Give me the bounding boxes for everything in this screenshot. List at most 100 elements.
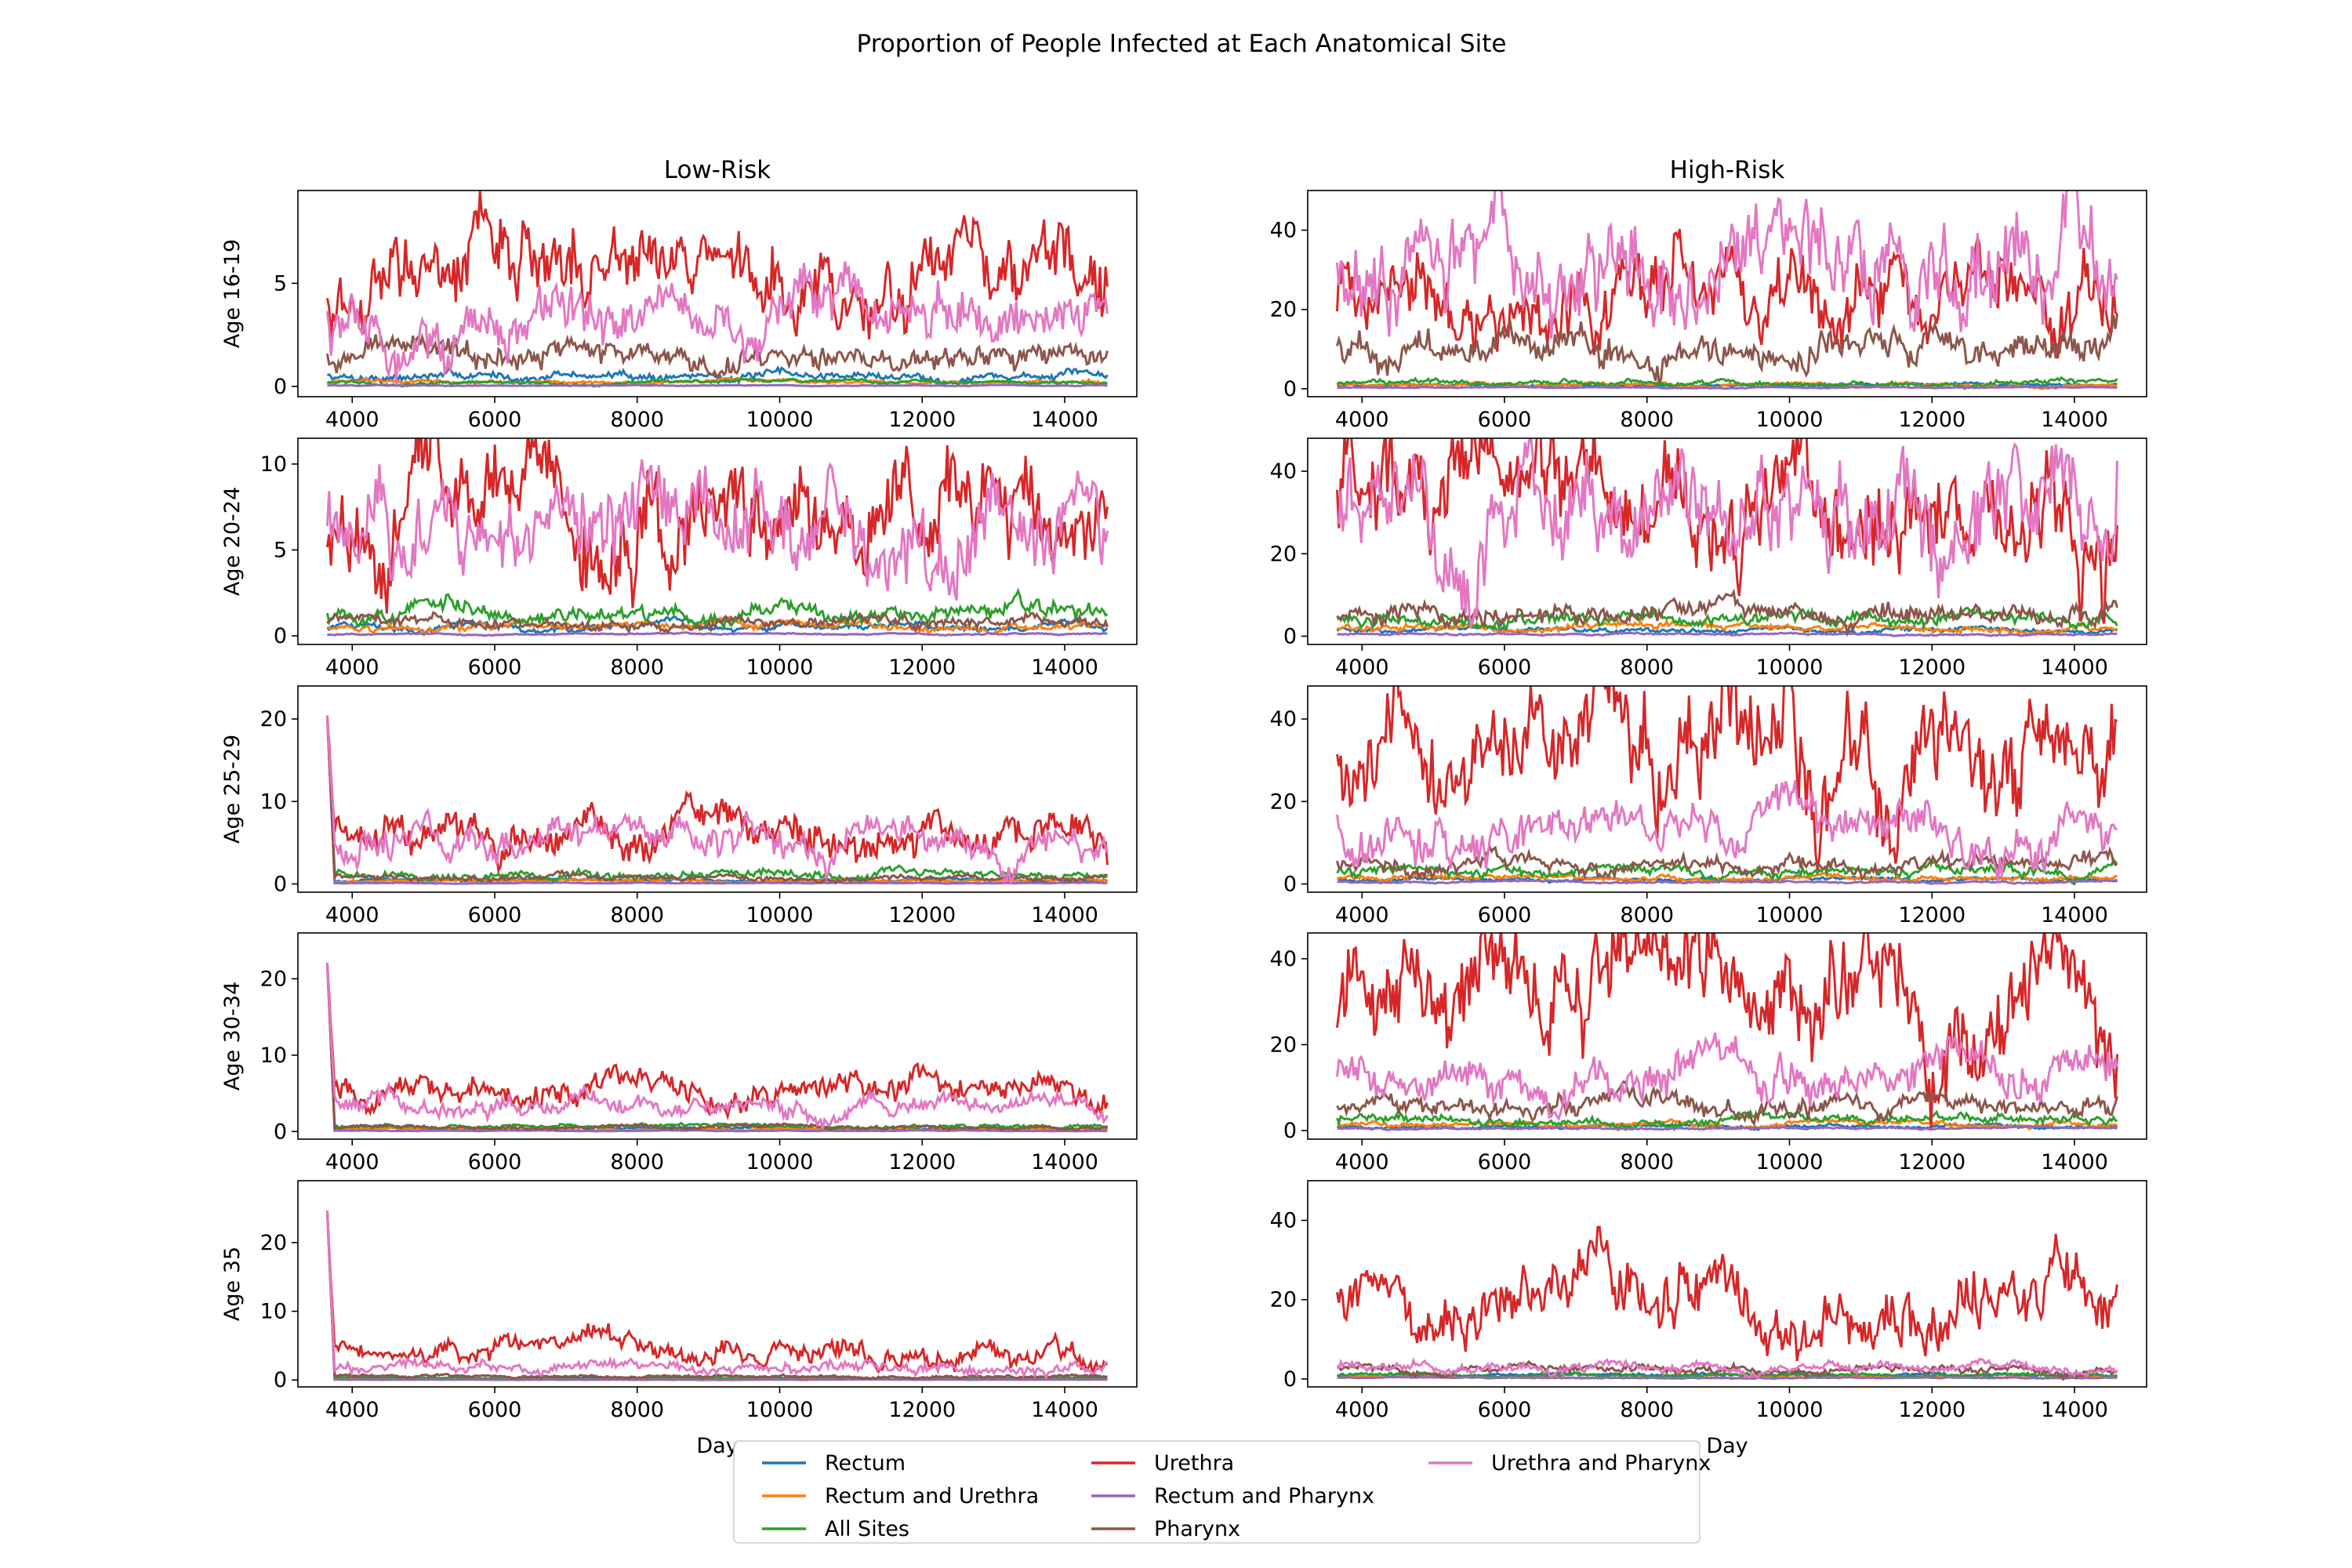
panel-age-35-low-risk-ytick-label: 10 [260,1300,287,1324]
panel-age-25-29-low-risk-ytick-label: 10 [260,789,287,814]
panel-age-25-29-low-risk-series [325,715,1109,886]
panel-age-25-29-high-risk-ytick-label: 40 [1270,707,1297,731]
panel-age-25-29-high-risk-line-urethra-and-pharynx [1336,780,2118,883]
panel-age-30-34-low-risk-ytick-label: 0 [274,1120,287,1144]
panel-age-20-24-low-risk-xtick-label: 6000 [468,655,522,680]
panel-age-30-34-high-risk-series [1336,933,2118,1132]
panel-age-35-high-risk-line-urethra [1336,1225,2118,1362]
panel-age-35-low-risk-line-rectum-and-urethra [325,1210,1108,1381]
panel-age-20-24-high-risk-xtick-label: 4000 [1335,655,1389,680]
panel-age-20-24-low-risk-line-urethra-and-pharynx [325,459,1109,601]
panel-age-35-low-risk-xtick-label: 8000 [610,1398,664,1422]
panel-age-16-19-low-risk-xtick-label: 4000 [325,408,379,432]
panel-age-35-low-risk-xtick-label: 4000 [325,1398,379,1422]
panel-age-16-19-high-risk-title: High-Risk [1670,156,1785,184]
legend-frame [733,1440,1700,1544]
panel-age-35-high-risk-xtick-label: 6000 [1478,1398,1532,1422]
panel-age-20-24-low-risk-ylabel: Age 20-24 [220,487,245,596]
panel-age-35-high-risk-line-all-sites [1336,1370,2118,1380]
panel-age-20-24-high-risk-ytick-label: 40 [1270,459,1297,484]
panel-age-30-34-low-risk-xtick-label: 8000 [610,1150,664,1174]
panel-age-25-29-low-risk-xtick-label: 8000 [610,903,664,927]
panel-age-25-29-high-risk-ytick-label: 20 [1270,789,1297,814]
panel-age-16-19-high-risk-line-pharynx [1336,314,2118,385]
panel-age-25-29-low-risk: 4000 6000 8000 10000 12000 14000 0 10 20 Age 25-2… [220,685,1138,927]
panel-age-16-19-low-risk-line-all-sites [326,377,1108,388]
legend-item-urethra: Urethra [1091,1451,1234,1475]
panel-age-25-29-high-risk-line-rectum-and-urethra [1336,871,2118,884]
panel-age-25-29-low-risk-line-pharynx [325,715,1109,885]
panel-age-20-24-high-risk-line-urethra [1336,438,2118,624]
legend-label: Pharynx [1154,1517,1240,1541]
panel-age-35-high-risk-xtick-label: 4000 [1335,1398,1389,1422]
panel-age-35-high-risk-xtick-label: 10000 [1756,1398,1824,1422]
panel-age-20-24-low-risk-ytick-label: 10 [260,452,287,477]
panel-age-16-19-low-risk-line-pharynx [325,332,1109,379]
panel-age-20-24-high-risk-ytick-label: 0 [1283,624,1297,648]
panel-age-30-34-low-risk-series [325,962,1109,1133]
panel-age-25-29-low-risk-ytick-label: 20 [260,707,287,731]
panel-age-35-low-risk-xtick-label: 10000 [746,1398,814,1422]
legend-label: Urethra [1154,1451,1234,1475]
legend-item-rectum: Rectum [762,1451,906,1475]
panel-age-30-34-high-risk-line-all-sites [1336,1109,2118,1132]
panel-age-30-34-low-risk-frame [297,932,1138,1140]
panel-age-20-24-high-risk-ytick-label: 20 [1270,542,1297,566]
panel-age-35-high-risk-ytick-label: 40 [1270,1209,1297,1233]
panel-age-25-29-low-risk-line-urethra [325,715,1109,875]
panel-age-30-34-high-risk-line-pharynx [1336,1080,2118,1127]
panel-age-16-19-low-risk-line-urethra [325,191,1109,339]
panel-age-35-high-risk-xtick-label: 12000 [1898,1398,1965,1422]
panel-age-30-34-low-risk-xtick-label: 6000 [468,1150,522,1174]
panel-age-30-34-high-risk-ytick-label: 0 [1283,1119,1297,1143]
panel-age-35-high-risk-xlabel: Day [1706,1434,1748,1458]
panel-age-16-19-high-risk: 4000 6000 8000 10000 12000 14000 0 20 40 High-Ris… [1270,156,2147,432]
panel-age-25-29-high-risk-xtick-label: 8000 [1620,903,1674,927]
panel-age-16-19-low-risk-xtick-label: 6000 [468,408,522,432]
panel-age-16-19-high-risk-line-all-sites [1336,376,2118,390]
legend-item-rectum-and-pharynx: Rectum and Pharynx [1091,1484,1374,1508]
panel-age-35-low-risk-line-rectum-and-pharynx [325,1210,1108,1381]
panel-age-20-24-low-risk-series [325,438,1109,637]
panel-age-20-24-low-risk-xtick-label: 10000 [746,655,814,680]
legend-item-pharynx: Pharynx [1091,1517,1240,1541]
panel-age-25-29-low-risk-xtick-label: 10000 [746,903,814,927]
panel-age-30-34-high-risk-xtick-label: 12000 [1898,1150,1965,1174]
panel-age-16-19-high-risk-frame [1307,190,2147,397]
panel-age-35-low-risk-ylabel: Age 35 [220,1247,245,1321]
legend-label: Rectum and Urethra [825,1484,1039,1508]
panel-age-30-34-low-risk-ytick-label: 10 [260,1044,287,1068]
legend: Rectum Rectum and Urethra All Sites Urethra… [733,1440,1711,1544]
panel-age-20-24-high-risk-xtick-label: 8000 [1620,655,1674,680]
panel-age-16-19-low-risk-ytick-label: 5 [274,271,287,296]
panel-age-35-high-risk-ytick-label: 0 [1283,1367,1297,1392]
panel-age-16-19-low-risk-line-urethra-and-pharynx [325,261,1109,386]
panel-age-35-low-risk-ytick-label: 20 [260,1231,287,1255]
legend-item-all-sites: All Sites [762,1517,909,1541]
panel-age-16-19-high-risk-xtick-label: 10000 [1756,408,1824,432]
panel-age-20-24-high-risk-line-rectum-and-pharynx [1337,631,2118,637]
panel-age-20-24-high-risk-line-pharynx [1336,588,2118,637]
panel-age-16-19-high-risk-xtick-label: 14000 [2041,408,2108,432]
panel-age-16-19-high-risk-line-rectum-and-pharynx [1337,385,2118,390]
panel-age-25-29-high-risk-xtick-label: 4000 [1335,903,1389,927]
panel-age-30-34-high-risk-line-rectum-and-pharynx [1337,1124,2118,1131]
legend-label: Rectum and Pharynx [1154,1484,1374,1508]
panel-age-30-34-low-risk-ytick-label: 20 [260,967,287,991]
panel-age-25-29-high-risk-xtick-label: 12000 [1898,903,1965,927]
panel-age-30-34-high-risk-xtick-label: 14000 [2041,1150,2108,1174]
figure-title: Proportion of People Infected at Each An… [857,30,1507,58]
panel-age-20-24-high-risk-xtick-label: 14000 [2041,655,2108,680]
panel-age-16-19-low-risk-xtick-label: 10000 [746,408,814,432]
panel-age-20-24-low-risk-xtick-label: 4000 [325,655,379,680]
panel-age-35-low-risk-line-rectum [325,1210,1108,1381]
legend-label: Urethra and Pharynx [1491,1451,1711,1475]
panel-age-20-24-low-risk-xtick-label: 12000 [888,655,956,680]
panel-age-25-29-high-risk-xtick-label: 14000 [2041,903,2108,927]
panel-age-30-34-high-risk-xtick-label: 8000 [1620,1150,1674,1174]
panel-age-25-29-low-risk-xtick-label: 14000 [1031,903,1098,927]
panel-age-20-24-low-risk-xtick-label: 14000 [1031,655,1098,680]
panel-age-16-19-high-risk-ytick-label: 0 [1283,377,1297,401]
panel-age-30-34-low-risk-xtick-label: 14000 [1031,1150,1098,1174]
